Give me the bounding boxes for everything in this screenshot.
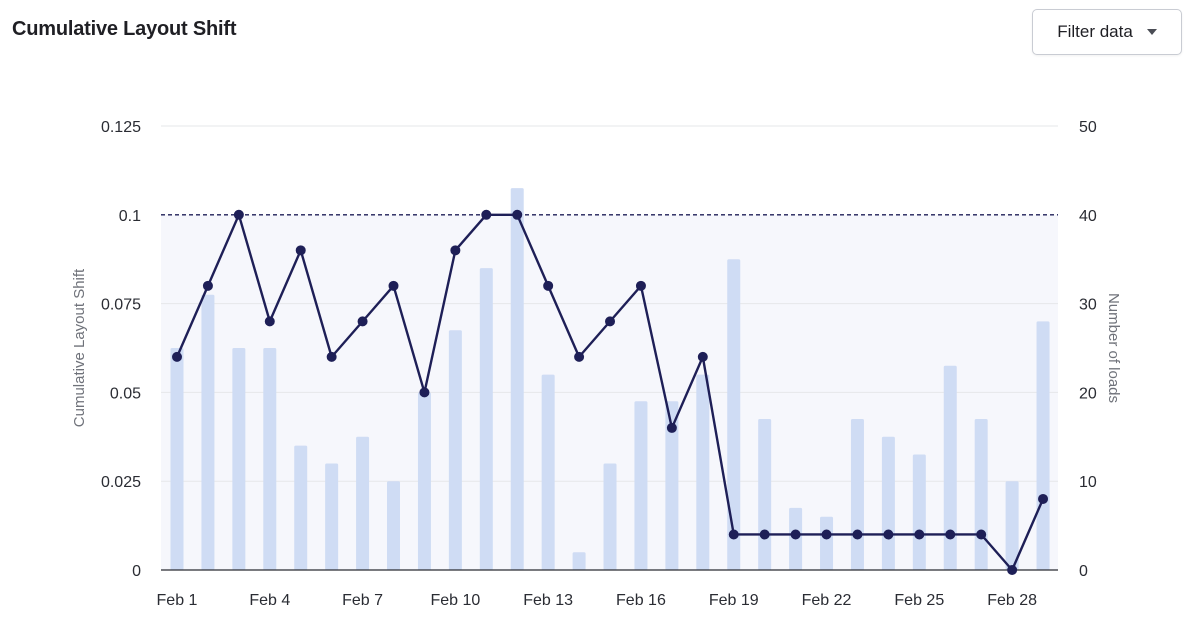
bar-loads [665, 401, 679, 570]
bar-loads [294, 445, 308, 570]
cls-point [605, 316, 616, 327]
y-left-tick: 0.075 [101, 297, 141, 314]
cls-point [202, 280, 213, 291]
cls-point [635, 280, 646, 291]
cls-point [357, 316, 368, 327]
cls-point [728, 529, 739, 540]
cls-point [759, 529, 770, 540]
bar-loads [170, 348, 184, 570]
cls-point [450, 245, 461, 256]
cls-point [512, 209, 523, 220]
y-left-tick: 0 [132, 563, 141, 580]
x-tick: Feb 4 [249, 592, 290, 609]
x-tick: Feb 28 [987, 592, 1037, 609]
bar-loads [201, 294, 215, 570]
cls-point [914, 529, 925, 540]
y-left-tick: 0.05 [110, 385, 141, 402]
y-left-tick: 0.125 [101, 119, 141, 136]
cls-point [821, 529, 832, 540]
bar-loads [727, 259, 741, 570]
cls-point [233, 209, 244, 220]
bar-loads [758, 419, 772, 570]
bar-loads [943, 365, 957, 570]
bar-loads [820, 516, 834, 570]
cls-point [419, 387, 430, 398]
cls-point [883, 529, 894, 540]
bar-loads [387, 481, 401, 570]
y-right-tick: 20 [1079, 385, 1097, 402]
bar-loads [974, 419, 988, 570]
cls-point [326, 351, 337, 362]
cls-point [666, 422, 677, 433]
bar-loads [1036, 321, 1050, 570]
y-left-tick: 0.1 [119, 208, 141, 225]
bar-loads [263, 348, 277, 570]
bar-loads [603, 463, 617, 570]
x-tick: Feb 25 [894, 592, 944, 609]
chevron-down-icon [1146, 29, 1157, 35]
bar-loads [325, 463, 339, 570]
bar-loads [479, 268, 493, 570]
cls-point [388, 280, 399, 291]
bar-loads [696, 374, 710, 570]
cls-point [172, 351, 182, 362]
y-right-tick: 30 [1079, 297, 1097, 314]
bar-loads [881, 436, 895, 570]
cls-point [295, 245, 306, 256]
y-right-tick: 10 [1079, 474, 1097, 491]
y-right-axis-label: Number of loads [1105, 293, 1122, 403]
bar-loads [634, 401, 648, 570]
cls-point [790, 529, 801, 540]
cls-point [976, 529, 987, 540]
x-tick: Feb 7 [342, 592, 383, 609]
filter-data-button[interactable]: Filter data [1032, 9, 1182, 55]
x-tick: Feb 16 [616, 592, 666, 609]
cls-point [1038, 493, 1049, 504]
bar-loads [448, 330, 462, 570]
y-right-tick: 50 [1079, 119, 1097, 136]
bar-loads [912, 454, 926, 570]
cls-point [945, 529, 956, 540]
cls-point [697, 351, 708, 362]
cls-point [264, 316, 275, 327]
x-tick: Feb 19 [709, 592, 759, 609]
y-left-axis-label: Cumulative Layout Shift [71, 268, 88, 427]
y-right-tick: 0 [1079, 563, 1088, 580]
y-right-tick: 40 [1079, 208, 1097, 225]
bar-loads [356, 436, 370, 570]
x-tick: Feb 13 [523, 592, 573, 609]
bar-loads [232, 348, 246, 570]
bar-loads [572, 552, 586, 570]
bar-loads [1005, 481, 1019, 570]
bar-loads [510, 188, 524, 570]
cls-point [543, 280, 554, 291]
cls-point [1007, 565, 1018, 575]
cls-point [481, 209, 492, 220]
filter-data-label: Filter data [1057, 22, 1133, 41]
y-left-tick: 0.025 [101, 474, 141, 491]
cls-point [852, 529, 863, 540]
bar-loads [850, 419, 864, 570]
bar-loads [417, 392, 431, 570]
cls-point [574, 351, 585, 362]
bar-loads [541, 374, 555, 570]
x-tick: Feb 22 [802, 592, 852, 609]
x-tick: Feb 10 [430, 592, 480, 609]
page-title: Cumulative Layout Shift [12, 18, 237, 40]
x-tick: Feb 1 [157, 592, 198, 609]
